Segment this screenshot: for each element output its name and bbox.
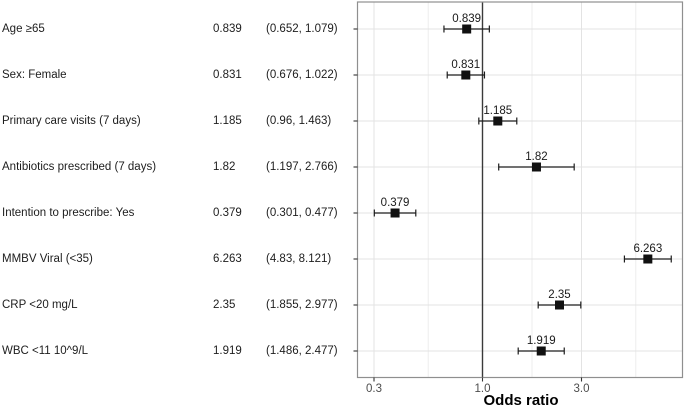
point-value-label: 0.839 (452, 13, 481, 25)
plot-panel-background (357, 2, 683, 378)
point-estimate-marker (462, 24, 472, 34)
odds-ratio-value: 1.185 (213, 115, 242, 127)
row-label: MMBV Viral (<35) (2, 253, 93, 265)
confidence-interval: (0.301, 0.477) (266, 207, 338, 219)
table-row: CRP <20 mg/L 2.35 (1.855, 2.977) (0, 298, 357, 312)
table-row: Intention to prescribe: Yes 0.379 (0.301, … (0, 206, 357, 220)
point-value-label: 1.185 (483, 105, 512, 117)
row-label: Antibiotics prescribed (7 days) (2, 161, 157, 173)
odds-ratio-value: 0.831 (213, 69, 242, 81)
point-value-label: 1.919 (527, 335, 556, 347)
confidence-interval: (1.486, 2.477) (266, 345, 338, 357)
table-row: Sex: Female 0.831 (0.676, 1.022) (0, 68, 357, 82)
odds-ratio-value: 0.379 (213, 207, 242, 219)
point-estimate-marker (461, 70, 471, 80)
confidence-interval: (4.83, 8.121) (266, 253, 332, 265)
odds-ratio-value: 6.263 (213, 253, 242, 265)
confidence-interval: (1.197, 2.766) (266, 161, 338, 173)
x-axis-tick-label: 1.0 (475, 383, 491, 395)
table-row: WBC <11 10^9/L 1.919 (1.486, 2.477) (0, 344, 357, 358)
confidence-interval: (0.652, 1.079) (266, 23, 338, 35)
table-row: Primary care visits (7 days) 1.185 (0.96, … (0, 114, 357, 128)
row-label: CRP <20 mg/L (2, 299, 78, 311)
row-label: Primary care visits (7 days) (2, 115, 141, 127)
row-label: WBC <11 10^9/L (2, 345, 89, 357)
point-estimate-marker (554, 300, 564, 310)
point-estimate-marker (531, 162, 541, 172)
odds-ratio-value: 1.919 (213, 345, 242, 357)
point-estimate-marker (390, 208, 400, 218)
row-label: Age ≥65 (2, 23, 45, 35)
point-value-label: 0.379 (381, 197, 410, 209)
point-value-label: 6.263 (633, 243, 662, 255)
confidence-interval: (0.96, 1.463) (266, 115, 332, 127)
odds-ratio-value: 0.839 (213, 23, 242, 35)
point-value-label: 0.831 (451, 59, 480, 71)
point-estimate-marker (536, 346, 546, 356)
point-estimate-marker (493, 116, 503, 126)
point-value-label: 2.35 (548, 289, 570, 301)
effect-table: Age ≥65 0.839 (0.652, 1.079) Sex: Female 0.8… (0, 22, 357, 358)
row-label: Sex: Female (2, 69, 67, 81)
point-value-label: 1.82 (525, 151, 547, 163)
table-row: MMBV Viral (<35) 6.263 (4.83, 8.121) (0, 252, 357, 266)
odds-ratio-value: 2.35 (213, 299, 236, 311)
confidence-interval: (1.855, 2.977) (266, 299, 338, 311)
point-estimate-marker (643, 254, 653, 264)
x-axis-title: Odds ratio (483, 392, 558, 409)
odds-ratio-value: 1.82 (213, 161, 236, 173)
x-axis-tick-label: 0.3 (366, 383, 382, 395)
table-row: Age ≥65 0.839 (0.652, 1.079) (0, 22, 357, 36)
table-row: Antibiotics prescribed (7 days) 1.82 (1.19… (0, 160, 357, 174)
x-axis-tick-label: 3.0 (574, 383, 590, 395)
confidence-interval: (0.676, 1.022) (266, 69, 338, 81)
plot-panel-border (356, 1, 684, 379)
row-label: Intention to prescribe: Yes (2, 207, 135, 219)
